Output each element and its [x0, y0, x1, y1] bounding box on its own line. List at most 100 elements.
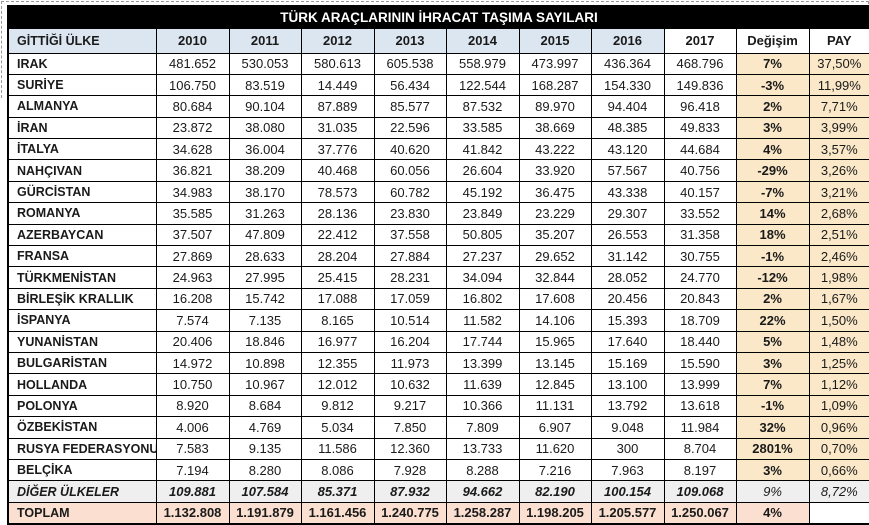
country-cell[interactable]: SURİYE	[7, 73, 157, 97]
share-cell[interactable]: 2,68%	[808, 202, 869, 225]
value-cell-2014[interactable]: 122.544	[445, 73, 520, 97]
value-cell-2015[interactable]: 12.845	[518, 373, 592, 396]
header-change[interactable]: Değişim	[735, 27, 810, 54]
value-cell-2011[interactable]: 4.769	[228, 416, 302, 439]
value-cell-2010[interactable]: 1.132.808	[155, 501, 230, 525]
value-cell-2011[interactable]: 36.004	[228, 138, 302, 161]
value-cell-2017[interactable]: 1.250.067	[663, 501, 737, 525]
value-cell-2013[interactable]: 605.538	[373, 52, 447, 75]
value-cell-2017[interactable]: 40.157	[663, 180, 737, 204]
value-cell-2014[interactable]: 13.399	[445, 351, 520, 375]
country-cell[interactable]: RUSYA FEDERASYONU	[7, 437, 157, 460]
value-cell-2015[interactable]: 15.965	[518, 330, 592, 353]
value-cell-2011[interactable]: 1.191.879	[228, 501, 302, 525]
change-cell[interactable]: 4%	[735, 138, 810, 161]
share-cell[interactable]: 2,51%	[808, 223, 869, 247]
value-cell-2011[interactable]: 530.053	[228, 52, 302, 75]
value-cell-2015[interactable]: 13.145	[518, 351, 592, 375]
value-cell-2010[interactable]: 106.750	[155, 73, 230, 97]
value-cell-2017[interactable]: 24.770	[663, 266, 737, 289]
value-cell-2011[interactable]: 18.846	[228, 330, 302, 353]
value-cell-2015[interactable]: 473.997	[518, 52, 592, 75]
share-cell[interactable]: 37,50%	[808, 52, 869, 75]
value-cell-2016[interactable]: 7.963	[590, 458, 665, 482]
value-cell-2013[interactable]: 10.514	[373, 309, 447, 332]
change-cell[interactable]: 2%	[735, 287, 810, 311]
value-cell-2011[interactable]: 31.263	[228, 202, 302, 225]
country-cell[interactable]: İTALYA	[7, 138, 157, 161]
share-cell[interactable]: 1,09%	[808, 394, 869, 418]
change-cell[interactable]: -12%	[735, 266, 810, 289]
value-cell-2015[interactable]: 32.844	[518, 266, 592, 289]
value-cell-2017[interactable]: 149.836	[663, 73, 737, 97]
value-cell-2017[interactable]: 109.068	[663, 480, 737, 503]
change-cell[interactable]: -1%	[735, 394, 810, 418]
value-cell-2011[interactable]: 38.209	[228, 159, 302, 182]
value-cell-2014[interactable]: 27.237	[445, 245, 520, 268]
share-cell[interactable]: 1,50%	[808, 309, 869, 332]
value-cell-2014[interactable]: 41.842	[445, 138, 520, 161]
value-cell-2014[interactable]: 10.366	[445, 394, 520, 418]
value-cell-2014[interactable]: 87.532	[445, 95, 520, 118]
change-cell[interactable]: 22%	[735, 309, 810, 332]
value-cell-2014[interactable]: 33.585	[445, 116, 520, 140]
value-cell-2010[interactable]: 7.194	[155, 458, 230, 482]
change-cell[interactable]: 9%	[735, 480, 810, 503]
value-cell-2016[interactable]: 31.142	[590, 245, 665, 268]
value-cell-2010[interactable]: 23.872	[155, 116, 230, 140]
value-cell-2011[interactable]: 8.280	[228, 458, 302, 482]
value-cell-2014[interactable]: 8.288	[445, 458, 520, 482]
value-cell-2016[interactable]: 17.640	[590, 330, 665, 353]
country-cell[interactable]: BELÇİKA	[7, 458, 157, 482]
value-cell-2014[interactable]: 558.979	[445, 52, 520, 75]
value-cell-2011[interactable]: 90.104	[228, 95, 302, 118]
value-cell-2011[interactable]: 38.080	[228, 116, 302, 140]
value-cell-2014[interactable]: 17.744	[445, 330, 520, 353]
value-cell-2010[interactable]: 37.507	[155, 223, 230, 247]
share-cell[interactable]: 11,99%	[808, 73, 869, 97]
share-cell[interactable]: 1,67%	[808, 287, 869, 311]
value-cell-2016[interactable]: 43.120	[590, 138, 665, 161]
country-cell[interactable]: ROMANYA	[7, 202, 157, 225]
value-cell-2010[interactable]: 80.684	[155, 95, 230, 118]
value-cell-2010[interactable]: 7.583	[155, 437, 230, 460]
value-cell-2012[interactable]: 85.371	[300, 480, 375, 503]
table-title[interactable]: TÜRK ARAÇLARININ İHRACAT TAŞIMA SAYILARI	[7, 5, 869, 29]
value-cell-2016[interactable]: 48.385	[590, 116, 665, 140]
value-cell-2014[interactable]: 11.639	[445, 373, 520, 396]
value-cell-2011[interactable]: 8.684	[228, 394, 302, 418]
value-cell-2016[interactable]: 94.404	[590, 95, 665, 118]
value-cell-2015[interactable]: 14.106	[518, 309, 592, 332]
header-2010[interactable]: 2010	[155, 27, 230, 54]
value-cell-2013[interactable]: 37.558	[373, 223, 447, 247]
value-cell-2014[interactable]: 11.582	[445, 309, 520, 332]
header-country[interactable]: GİTTİĞİ ÜLKE	[7, 27, 157, 54]
value-cell-2017[interactable]: 33.552	[663, 202, 737, 225]
value-cell-2012[interactable]: 31.035	[300, 116, 375, 140]
value-cell-2014[interactable]: 1.258.287	[445, 501, 520, 525]
value-cell-2017[interactable]: 30.755	[663, 245, 737, 268]
value-cell-2012[interactable]: 1.161.456	[300, 501, 375, 525]
value-cell-2014[interactable]: 50.805	[445, 223, 520, 247]
change-cell[interactable]: 4%	[735, 501, 810, 525]
value-cell-2013[interactable]: 56.434	[373, 73, 447, 97]
value-cell-2016[interactable]: 100.154	[590, 480, 665, 503]
value-cell-2017[interactable]: 468.796	[663, 52, 737, 75]
value-cell-2013[interactable]: 87.932	[373, 480, 447, 503]
value-cell-2013[interactable]: 40.620	[373, 138, 447, 161]
value-cell-2017[interactable]: 18.709	[663, 309, 737, 332]
share-cell[interactable]: 3,57%	[808, 138, 869, 161]
value-cell-2015[interactable]: 38.669	[518, 116, 592, 140]
value-cell-2016[interactable]: 26.553	[590, 223, 665, 247]
value-cell-2013[interactable]: 27.884	[373, 245, 447, 268]
country-cell[interactable]: AZERBAYCAN	[7, 223, 157, 247]
country-cell[interactable]: ALMANYA	[7, 95, 157, 118]
value-cell-2011[interactable]: 38.170	[228, 180, 302, 204]
value-cell-2010[interactable]: 109.881	[155, 480, 230, 503]
value-cell-2014[interactable]: 34.094	[445, 266, 520, 289]
country-cell[interactable]: NAHÇIVAN	[7, 159, 157, 182]
header-share[interactable]: PAY	[808, 27, 869, 54]
value-cell-2011[interactable]: 83.519	[228, 73, 302, 97]
value-cell-2012[interactable]: 25.415	[300, 266, 375, 289]
value-cell-2013[interactable]: 10.632	[373, 373, 447, 396]
